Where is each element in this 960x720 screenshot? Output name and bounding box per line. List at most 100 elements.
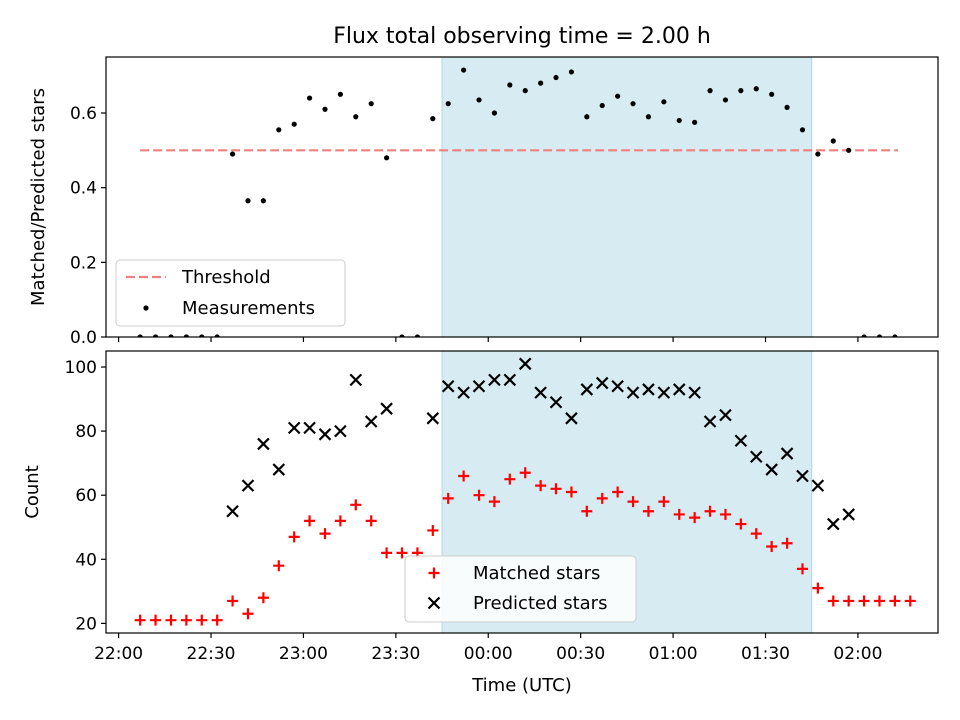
data-point [673, 508, 685, 520]
x-tick-label: 00:00 [464, 644, 513, 664]
data-point [137, 334, 143, 337]
data-point [707, 88, 713, 94]
data-point [519, 467, 531, 479]
data-point [753, 86, 759, 92]
data-point [830, 138, 836, 144]
data-point [242, 608, 254, 620]
data-point [150, 614, 162, 626]
count-panel: 20 40 60 80 100 22:00 22:30 23:00 23:30 00:00 00:3… [22, 350, 939, 664]
data-point [611, 379, 624, 393]
data-point [765, 463, 778, 476]
data-point [749, 450, 763, 464]
data-point [303, 421, 316, 435]
data-point [642, 383, 655, 396]
ratio-panel: 0.0 0.2 0.4 0.6 Matched/Predicted stars Thres… [28, 56, 939, 348]
data-point [322, 106, 328, 112]
data-point [719, 508, 731, 520]
data-point [692, 119, 698, 125]
data-point [384, 155, 390, 161]
data-point [472, 379, 486, 393]
data-point [152, 334, 159, 337]
x-tick-label: 22:00 [94, 644, 143, 664]
data-point [734, 434, 748, 448]
axes-frame [105, 56, 939, 338]
data-point [488, 496, 500, 508]
data-point [214, 334, 220, 337]
data-point [889, 595, 901, 607]
data-point [350, 499, 362, 511]
data-point [488, 373, 501, 387]
data-point [229, 151, 236, 157]
data-point [688, 386, 701, 399]
data-point [473, 489, 485, 501]
data-point [304, 515, 316, 527]
data-point [843, 595, 855, 607]
data-point [430, 116, 436, 122]
data-point [799, 127, 806, 133]
data-point [827, 595, 839, 607]
data-point [780, 447, 794, 460]
data-point [626, 386, 640, 399]
y-tick-label: 0.0 [70, 328, 97, 348]
data-point [427, 524, 439, 536]
data-point [227, 595, 239, 607]
data-point [766, 540, 778, 552]
data-point [442, 492, 454, 504]
data-point [581, 505, 593, 517]
data-point [676, 117, 682, 124]
data-point [461, 67, 467, 73]
data-point [796, 469, 809, 483]
data-point [599, 102, 605, 109]
data-point [858, 595, 870, 607]
data-point [861, 334, 867, 337]
data-point [426, 412, 440, 425]
data-point [257, 592, 269, 604]
data-point [596, 492, 608, 504]
series-predicted-stars [226, 357, 855, 531]
data-point [595, 376, 609, 390]
figure-title: Flux total observing time = 2.00 h [333, 24, 711, 49]
data-point [661, 99, 667, 105]
data-point [441, 379, 455, 393]
data-point [553, 74, 559, 81]
data-point [735, 518, 747, 530]
axes-frame [105, 350, 939, 634]
data-point [399, 334, 405, 337]
data-point [334, 424, 347, 438]
data-point [657, 386, 671, 399]
data-point [568, 69, 575, 75]
data-point [645, 114, 652, 120]
data-point [842, 508, 855, 521]
x-tick-label: 23:00 [279, 644, 328, 664]
data-point [414, 334, 421, 337]
data-point [349, 373, 363, 387]
data-point [196, 614, 208, 626]
data-point [287, 421, 301, 435]
y-tick-label: 60 [75, 486, 97, 506]
y-tick-label: 0.2 [70, 253, 97, 273]
data-point [458, 470, 470, 482]
data-point [226, 504, 239, 518]
legend-predicted-label: Predicted stars [473, 593, 607, 614]
data-point [627, 496, 639, 508]
series-matched-stars [134, 467, 916, 626]
data-point [337, 91, 343, 97]
data-point [245, 198, 251, 204]
data-point [380, 402, 393, 415]
data-point [134, 614, 146, 626]
data-point [704, 505, 716, 517]
data-point [796, 563, 808, 575]
x-tick-label: 02:00 [833, 644, 882, 664]
data-point [183, 334, 189, 337]
data-point [368, 101, 374, 107]
data-point [365, 515, 377, 527]
legend-box [115, 259, 346, 327]
y-axis-label: Count [22, 465, 43, 518]
data-point [518, 357, 532, 371]
data-point [892, 334, 898, 337]
y-tick-label: 40 [75, 550, 97, 570]
legend-matched-label: Matched stars [473, 563, 600, 584]
data-point [580, 383, 594, 396]
data-point [334, 515, 346, 527]
data-point [549, 395, 563, 409]
